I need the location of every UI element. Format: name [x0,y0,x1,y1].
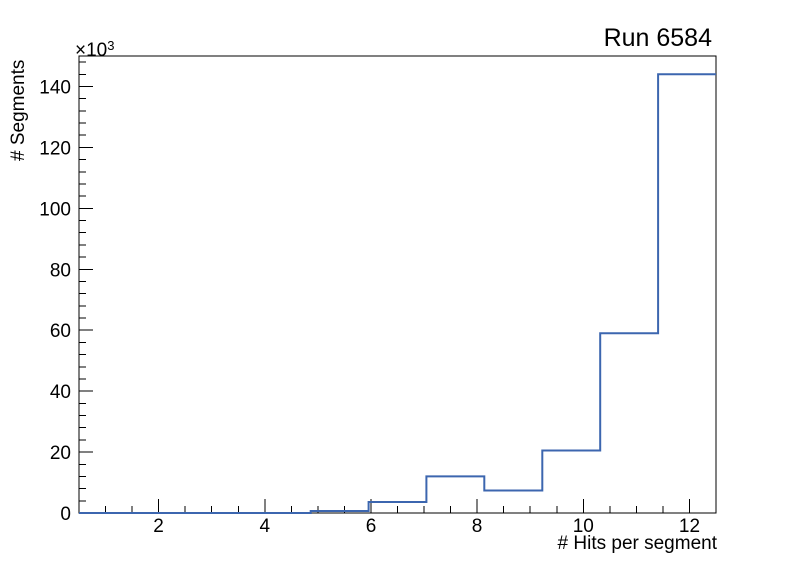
y-tick-label: 120 [39,138,71,159]
y-axis-title: # Segments [8,59,29,161]
y-tick-label: 20 [50,443,71,464]
plot-frame [78,55,717,514]
y-axis-ticks [79,61,93,514]
x-tick-label: 12 [679,516,700,537]
x-axis-ticks [105,499,690,513]
x-tick-label: 10 [573,516,594,537]
plot-title: Run 6584 [603,24,712,52]
y-tick-label: 40 [50,382,71,403]
x-tick-label: 8 [472,516,483,537]
y-tick-label: 80 [50,260,71,281]
y-axis-multiplier: ×103 [75,38,115,61]
y-tick-label: 100 [39,199,71,220]
x-axis-title: # Hits per segment [557,533,717,554]
y-tick-label: 0 [60,504,71,525]
x-tick-label: 4 [260,516,271,537]
y-tick-label: 60 [50,321,71,342]
y-tick-label: 140 [39,78,71,99]
x-tick-labels: 2 4 6 8 10 12 [153,516,700,537]
y-axis-multiplier-base: ×10 [75,40,108,61]
y-axis-multiplier-exponent: 3 [107,38,115,53]
x-tick-label: 6 [366,516,377,537]
x-tick-label: 2 [153,516,164,537]
y-tick-labels: 0 20 40 60 80 100 120 140 [39,78,71,526]
histogram-line [79,73,716,514]
